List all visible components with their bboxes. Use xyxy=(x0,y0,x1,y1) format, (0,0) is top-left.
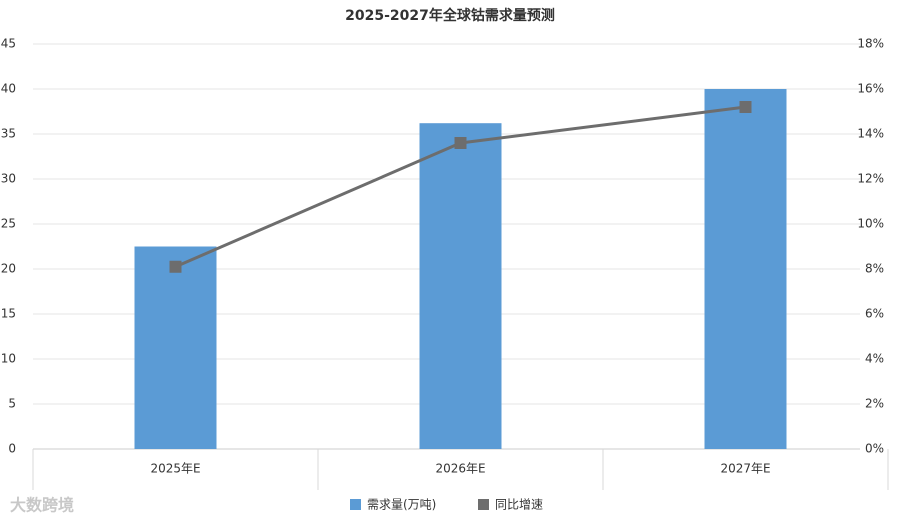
x-tick-label: 2027年E xyxy=(720,462,770,476)
y2-tick-label: 0% xyxy=(865,442,884,456)
y2-tick-label: 2% xyxy=(865,397,884,411)
y2-tick-label: 4% xyxy=(865,352,884,366)
y-tick-label: 20 xyxy=(1,262,16,276)
bar xyxy=(704,89,787,449)
y-tick-label: 45 xyxy=(1,37,16,51)
chart-title: 2025-2027年全球钴需求量预测 xyxy=(345,7,555,24)
y2-tick-label: 10% xyxy=(857,217,884,231)
watermark: 大数跨境 xyxy=(10,496,74,515)
legend-swatch xyxy=(478,499,489,510)
y2-tick-label: 12% xyxy=(857,172,884,186)
bar xyxy=(134,246,217,449)
y-tick-label: 25 xyxy=(1,217,16,231)
legend-label: 需求量(万吨) xyxy=(367,498,436,512)
line-marker xyxy=(454,137,467,149)
legend-swatch xyxy=(350,499,361,510)
y-tick-label: 10 xyxy=(1,352,16,366)
y-tick-label: 0 xyxy=(8,442,16,456)
x-tick-label: 2026年E xyxy=(435,462,485,476)
y2-tick-label: 6% xyxy=(865,307,884,321)
y2-tick-label: 16% xyxy=(857,82,884,96)
x-tick-label: 2025年E xyxy=(150,462,200,476)
line-marker xyxy=(739,101,752,113)
bar xyxy=(419,123,502,449)
y-tick-label: 5 xyxy=(8,397,16,411)
y2-tick-label: 18% xyxy=(857,37,884,51)
y-tick-label: 35 xyxy=(1,127,16,141)
line-marker xyxy=(169,260,182,273)
legend-label: 同比增速 xyxy=(495,498,543,512)
y-tick-label: 40 xyxy=(1,82,16,96)
y-tick-label: 30 xyxy=(1,172,16,186)
y2-tick-label: 14% xyxy=(857,127,884,141)
y2-tick-label: 8% xyxy=(865,262,884,276)
y-tick-label: 15 xyxy=(1,307,16,321)
